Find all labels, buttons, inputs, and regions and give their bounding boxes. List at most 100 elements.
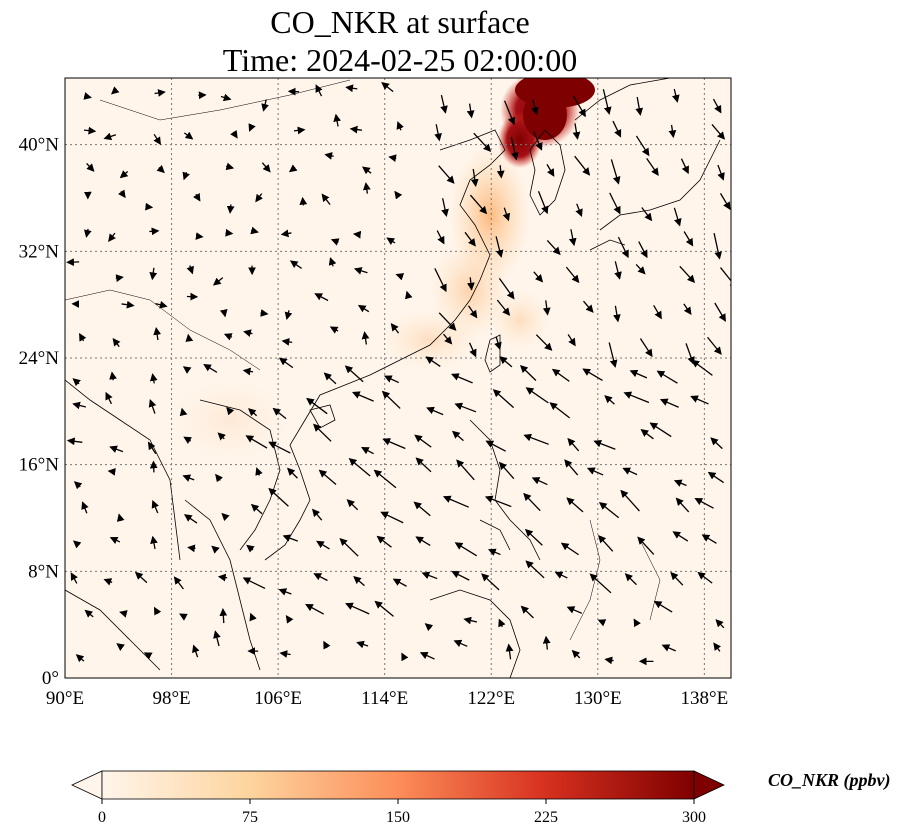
wind-arrow <box>421 571 438 580</box>
wind-arrow <box>193 192 201 202</box>
wind-arrow <box>468 342 477 358</box>
wind-arrow <box>153 133 161 146</box>
wind-arrow <box>118 189 126 199</box>
wind-arrow <box>380 511 404 524</box>
wind-arrow <box>315 84 323 97</box>
wind-arrow <box>535 334 553 351</box>
wind-arrow <box>560 542 579 556</box>
lon-tick-label: 130°E <box>574 688 622 709</box>
wind-arrow <box>463 616 477 625</box>
wind-arrow <box>624 573 637 586</box>
wind-arrow <box>148 399 157 414</box>
wind-arrow <box>713 233 722 260</box>
wind-arrow <box>356 640 369 649</box>
wind-arrow <box>84 609 94 618</box>
wind-arrow <box>679 265 696 284</box>
wind-arrow <box>357 304 370 313</box>
wind-arrow <box>246 544 255 553</box>
wind-arrow <box>635 96 644 116</box>
lat-tick-label: 0° <box>42 668 59 689</box>
wind-arrow <box>582 368 603 382</box>
lat-tick-label: 32°N <box>19 241 60 262</box>
wind-arrow <box>531 99 539 116</box>
wind-arrow <box>220 93 232 102</box>
wind-arrow <box>597 535 614 552</box>
wind-arrow <box>272 407 287 420</box>
wind-arrow <box>255 467 263 476</box>
colorbar-high-extend <box>693 770 725 800</box>
wind-arrow <box>404 290 413 300</box>
wind-arrow <box>505 643 514 660</box>
chart-title-line2: Time: 2024-02-25 02:00:00 <box>222 42 578 78</box>
wind-arrow <box>376 535 392 548</box>
wind-arrow <box>524 528 543 546</box>
wind-arrow <box>225 162 235 171</box>
wind-arrow <box>542 300 551 316</box>
wind-arrow <box>344 365 364 383</box>
wind-arrow <box>179 613 188 621</box>
wind-arrow <box>195 232 204 240</box>
wind-arrow <box>119 610 128 618</box>
wind-arrow <box>390 323 400 334</box>
wind-arrow <box>546 239 561 256</box>
wind-arrow <box>383 375 400 384</box>
wind-arrow <box>485 440 506 452</box>
coastlines <box>65 78 721 678</box>
wind-arrow <box>638 241 648 259</box>
wind-arrow <box>496 165 505 179</box>
wind-arrow <box>278 357 294 369</box>
wind-arrow <box>110 86 120 95</box>
wind-arrow <box>542 635 551 650</box>
wind-arrow <box>572 123 581 140</box>
wind-arrow <box>519 364 537 381</box>
wind-arrow <box>673 479 687 487</box>
wind-arrow <box>492 389 515 409</box>
wind-arrow <box>333 113 341 127</box>
wind-arrow <box>719 267 731 289</box>
wind-arrow <box>330 238 340 246</box>
wind-arrow <box>661 644 676 652</box>
wind-arrow <box>707 471 724 484</box>
wind-arrow <box>438 165 455 184</box>
wind-arrow <box>683 303 692 316</box>
wind-arrow <box>683 231 694 247</box>
lat-tick-label: 16°N <box>19 455 60 476</box>
wind-arrow <box>83 126 97 135</box>
wind-arrow <box>374 600 394 617</box>
wind-arrow <box>255 193 263 203</box>
wind-arrow <box>656 370 678 384</box>
wind-arrow <box>70 572 78 584</box>
wind-arrow <box>73 481 83 490</box>
wind-arrow <box>388 154 397 163</box>
wind-arrow <box>321 193 331 206</box>
wind-arrow <box>441 198 449 218</box>
wind-arrow <box>436 230 445 245</box>
wind-arrow <box>680 158 689 175</box>
wind-arrow <box>183 131 194 140</box>
wind-arrow <box>109 371 117 381</box>
wind-arrow <box>362 166 372 175</box>
wind-arrow <box>217 573 228 582</box>
wind-arrow <box>250 503 263 515</box>
wind-arrow <box>282 534 299 542</box>
wind-arrow <box>470 168 479 188</box>
wind-arrow <box>285 615 294 624</box>
wind-arrow <box>653 600 673 613</box>
wind-arrow <box>242 577 266 590</box>
wind-arrow <box>261 99 269 112</box>
wind-arrow <box>83 92 92 100</box>
wind-arrow <box>451 571 470 581</box>
wind-arrow <box>604 656 614 665</box>
wind-arrow <box>268 487 289 507</box>
wind-arrow <box>713 642 722 652</box>
wind-arrow <box>109 445 124 453</box>
wind-arrow <box>533 271 544 283</box>
wind-arrow <box>426 406 444 416</box>
wind-arrow <box>361 331 370 345</box>
wind-arrow <box>510 136 519 161</box>
wind-arrow <box>203 364 218 373</box>
wind-arrow <box>242 367 254 376</box>
wind-arrow <box>155 300 168 309</box>
wind-arrow <box>598 501 620 519</box>
wind-arrow <box>531 477 548 486</box>
